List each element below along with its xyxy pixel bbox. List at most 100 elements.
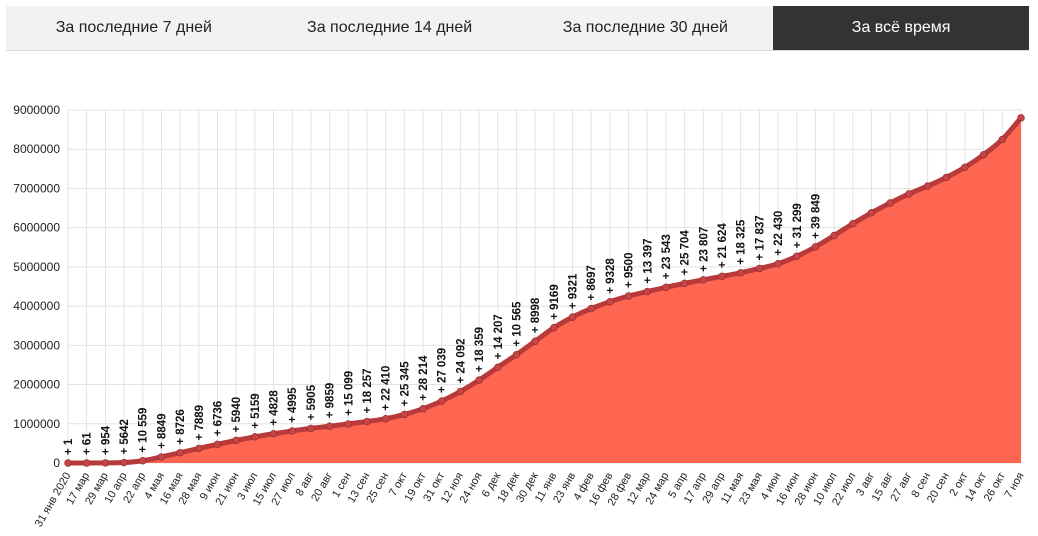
y-tick-label: 5000000	[13, 260, 60, 274]
tab-last-7-days[interactable]: За последние 7 дней	[55, 19, 212, 36]
data-label: + 21 624	[717, 223, 729, 269]
data-point	[101, 459, 110, 467]
data-point	[419, 405, 427, 413]
area-fill	[68, 117, 1021, 464]
y-tick-label: 9000000	[13, 103, 60, 117]
data-point	[251, 433, 259, 441]
data-label: + 5905	[306, 384, 318, 420]
y-tick-label: 4000000	[13, 299, 60, 313]
data-point	[381, 415, 390, 423]
data-point	[475, 376, 483, 384]
data-point	[438, 397, 446, 405]
data-point	[1017, 114, 1025, 122]
data-point	[176, 448, 184, 457]
data-label: + 14 207	[493, 314, 505, 359]
y-tick-label: 2000000	[13, 378, 60, 392]
period-tabs: За последние 7 дней За последние 14 дней…	[6, 6, 1029, 51]
data-label: + 39 849	[810, 194, 822, 239]
data-label: + 25 704	[680, 230, 692, 276]
y-tick-label: 0	[53, 456, 60, 470]
data-label: + 8998	[530, 297, 542, 333]
data-point	[606, 298, 614, 306]
data-point	[699, 276, 708, 284]
data-label: + 1	[63, 438, 75, 455]
tab-last-14-days[interactable]: За последние 14 дней	[307, 19, 473, 36]
data-point	[456, 387, 465, 396]
data-label: + 4828	[269, 390, 281, 426]
data-label: + 22 410	[381, 366, 393, 411]
y-tick-label: 1000000	[13, 417, 60, 431]
data-point	[643, 287, 651, 296]
data-label: + 13 397	[642, 239, 654, 284]
data-point	[550, 324, 558, 332]
data-point	[157, 453, 166, 461]
data-point	[774, 260, 782, 268]
data-point	[587, 304, 595, 313]
data-point	[755, 264, 764, 273]
data-label: + 18 257	[362, 368, 374, 413]
data-label: + 23 543	[661, 234, 673, 279]
data-point	[195, 444, 203, 453]
data-label: + 61	[82, 432, 94, 455]
data-label: + 27 039	[437, 348, 449, 393]
data-point	[64, 459, 72, 467]
data-point	[344, 420, 352, 428]
data-label: + 9500	[624, 253, 636, 289]
data-point	[905, 190, 913, 198]
data-label: + 31 299	[792, 203, 804, 248]
data-label: + 9859	[325, 383, 337, 419]
data-label: + 8697	[586, 265, 598, 301]
data-label: + 28 214	[418, 355, 430, 401]
data-point	[737, 269, 745, 277]
y-tick-label: 6000000	[13, 221, 60, 235]
data-point	[325, 422, 334, 430]
data-point	[400, 410, 409, 419]
data-point	[718, 272, 726, 281]
data-point	[232, 436, 240, 445]
tab-last-30-days[interactable]: За последние 30 дней	[562, 19, 728, 36]
data-point	[867, 209, 876, 217]
data-label: + 15 099	[343, 371, 355, 416]
data-label: + 8849	[156, 413, 168, 449]
data-label: + 10 559	[138, 408, 150, 453]
series-line	[65, 115, 1024, 466]
data-point	[531, 337, 539, 345]
data-point	[662, 283, 670, 291]
data-point	[494, 363, 502, 372]
data-point	[680, 279, 689, 288]
data-label: + 5159	[250, 393, 262, 429]
data-point	[793, 252, 801, 260]
data-point	[512, 350, 521, 359]
data-label: + 22 430	[773, 211, 785, 256]
data-point	[363, 417, 371, 426]
data-point	[307, 424, 315, 433]
data-point	[82, 459, 91, 467]
data-point	[213, 440, 222, 449]
data-label: + 4995	[287, 387, 299, 423]
data-label: + 5642	[119, 419, 131, 455]
tab-all-time[interactable]: За всё время	[773, 6, 1029, 50]
data-point	[979, 151, 988, 159]
data-label: + 7889	[194, 405, 206, 441]
data-label: + 6736	[212, 401, 224, 436]
data-label: + 18 359	[474, 327, 486, 372]
data-label: + 17 837	[754, 215, 766, 260]
data-point	[830, 231, 838, 240]
y-tick-label: 8000000	[13, 142, 60, 156]
data-point	[961, 163, 969, 171]
data-point	[886, 199, 894, 207]
data-point	[849, 220, 857, 228]
data-point	[624, 292, 633, 300]
data-point	[998, 135, 1007, 144]
data-label: + 9328	[605, 258, 617, 294]
data-label: + 10 565	[511, 301, 523, 347]
data-label: + 25 345	[399, 361, 411, 407]
x-tick-label: 7 ноя	[1003, 470, 1027, 500]
data-label: + 9321	[568, 273, 580, 309]
data-point	[139, 457, 147, 465]
data-label: + 24 092	[455, 338, 467, 383]
data-label: + 8726	[175, 409, 187, 445]
y-tick-label: 3000000	[13, 338, 60, 352]
data-label: + 954	[100, 425, 112, 455]
